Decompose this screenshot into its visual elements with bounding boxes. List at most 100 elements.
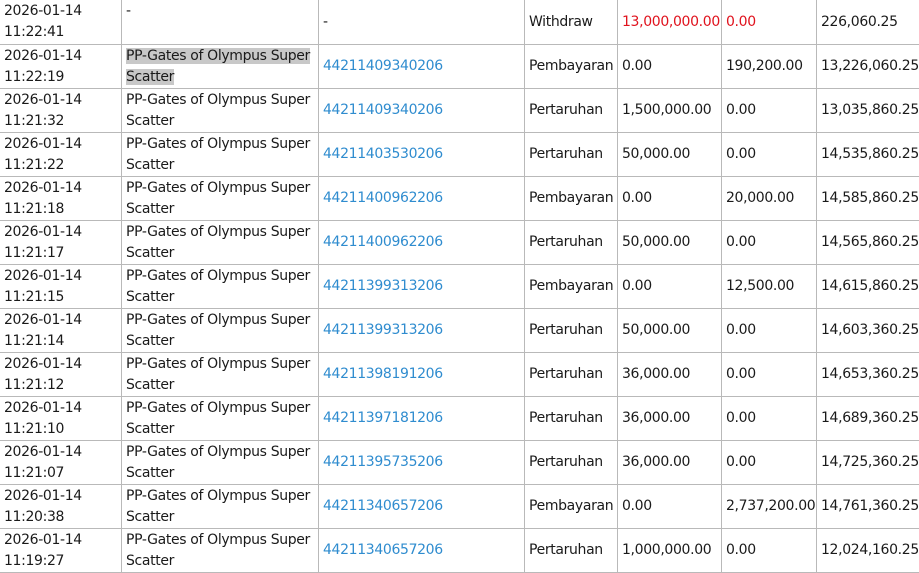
game-name-text: - (126, 3, 131, 19)
balance-cell: 12,024,160.25 (817, 529, 919, 573)
game-name-line1: - (126, 1, 314, 22)
round-id-link[interactable]: 44211400962206 (323, 190, 443, 206)
balance-amount: 14,725,360.25 (821, 454, 919, 470)
game-name-text-cont: Scatter (126, 245, 174, 261)
game-name-text-cont: Scatter (126, 69, 174, 85)
debit-cell: 1,000,000.00 (618, 529, 722, 573)
round-id-link[interactable]: 44211403530206 (323, 146, 443, 162)
round-id-link[interactable]: 44211409340206 (323, 102, 443, 118)
type-cell: Pertaruhan (525, 529, 618, 573)
round-id-link[interactable]: 44211397181206 (323, 410, 443, 426)
balance-cell: 13,035,860.25 (817, 89, 919, 133)
debit-amount: 0.00 (622, 498, 652, 514)
round-id-cell[interactable]: 44211400962206 (319, 221, 525, 265)
type-text: Pertaruhan (529, 410, 603, 426)
time-text: 11:20:38 (4, 507, 117, 528)
balance-cell: 14,761,360.25 (817, 485, 919, 529)
round-id-cell[interactable]: 44211399313206 (319, 309, 525, 353)
game-name-line2: Scatter (126, 243, 314, 264)
round-id-cell[interactable]: 44211395735206 (319, 441, 525, 485)
game-name-line2: Scatter (126, 155, 314, 176)
round-id-cell[interactable]: 44211340657206 (319, 485, 525, 529)
round-id-link[interactable]: 44211340657206 (323, 498, 443, 514)
date-text: 2026-01-14 (4, 222, 117, 243)
round-id-link[interactable]: 44211395735206 (323, 454, 443, 470)
game-name-line1: PP-Gates of Olympus Super (126, 486, 314, 507)
round-id-cell[interactable]: 44211397181206 (319, 397, 525, 441)
credit-cell: 2,737,200.00 (722, 485, 817, 529)
balance-amount: 14,603,360.25 (821, 322, 919, 338)
credit-cell: 0.00 (722, 133, 817, 177)
game-name-line2: Scatter (126, 287, 314, 308)
game-name-text: PP-Gates of Olympus Super (126, 312, 310, 328)
game-name-line2: Scatter (126, 463, 314, 484)
round-id-text: - (323, 14, 328, 30)
game-name-text-cont: Scatter (126, 289, 174, 305)
game-cell: - (122, 0, 319, 45)
debit-amount: 50,000.00 (622, 146, 690, 162)
type-text: Pertaruhan (529, 322, 603, 338)
round-id-cell[interactable]: 44211409340206 (319, 45, 525, 89)
game-name-text-cont: Scatter (126, 553, 174, 569)
round-id-link[interactable]: 44211399313206 (323, 322, 443, 338)
credit-cell: 190,200.00 (722, 45, 817, 89)
credit-amount: 0.00 (726, 366, 756, 382)
type-text: Withdraw (529, 14, 593, 30)
date-text: 2026-01-14 (4, 310, 117, 331)
round-id-link[interactable]: 44211409340206 (323, 58, 443, 74)
debit-amount: 0.00 (622, 190, 652, 206)
type-text: Pertaruhan (529, 454, 603, 470)
type-cell: Pertaruhan (525, 89, 618, 133)
balance-amount: 14,565,860.25 (821, 234, 919, 250)
round-id-link[interactable]: 44211400962206 (323, 234, 443, 250)
type-cell: Pertaruhan (525, 309, 618, 353)
time-text: 11:21:10 (4, 419, 117, 440)
round-id-link[interactable]: 44211340657206 (323, 542, 443, 558)
round-id-link[interactable]: 44211399313206 (323, 278, 443, 294)
credit-cell: 0.00 (722, 441, 817, 485)
round-id-cell[interactable]: 44211409340206 (319, 89, 525, 133)
credit-amount: 0.00 (726, 234, 756, 250)
type-text: Pembayaran (529, 278, 613, 294)
round-id-link[interactable]: 44211398191206 (323, 366, 443, 382)
game-name-text-cont: Scatter (126, 113, 174, 129)
time-text: 11:21:12 (4, 375, 117, 396)
game-name-text: PP-Gates of Olympus Super (126, 224, 310, 240)
round-id-cell[interactable]: 44211398191206 (319, 353, 525, 397)
date-text: 2026-01-14 (4, 354, 117, 375)
debit-cell: 0.00 (618, 177, 722, 221)
time-text: 11:21:22 (4, 155, 117, 176)
game-name-text: PP-Gates of Olympus Super (126, 532, 310, 548)
debit-amount: 36,000.00 (622, 366, 690, 382)
round-id-cell[interactable]: 44211400962206 (319, 177, 525, 221)
type-text: Pertaruhan (529, 542, 603, 558)
type-cell: Pertaruhan (525, 441, 618, 485)
game-name-text: PP-Gates of Olympus Super (126, 400, 310, 416)
round-id-cell[interactable]: 44211340657206 (319, 529, 525, 573)
credit-amount: 2,737,200.00 (726, 498, 815, 514)
type-cell: Withdraw (525, 0, 618, 45)
debit-amount: 50,000.00 (622, 234, 690, 250)
type-cell: Pembayaran (525, 485, 618, 529)
round-id-cell[interactable]: 44211403530206 (319, 133, 525, 177)
time-text: 11:21:18 (4, 199, 117, 220)
game-name-line1: PP-Gates of Olympus Super (126, 310, 314, 331)
round-id-cell: - (319, 0, 525, 45)
round-id-cell[interactable]: 44211399313206 (319, 265, 525, 309)
debit-amount: 36,000.00 (622, 454, 690, 470)
credit-cell: 20,000.00 (722, 177, 817, 221)
balance-cell: 226,060.25 (817, 0, 919, 45)
